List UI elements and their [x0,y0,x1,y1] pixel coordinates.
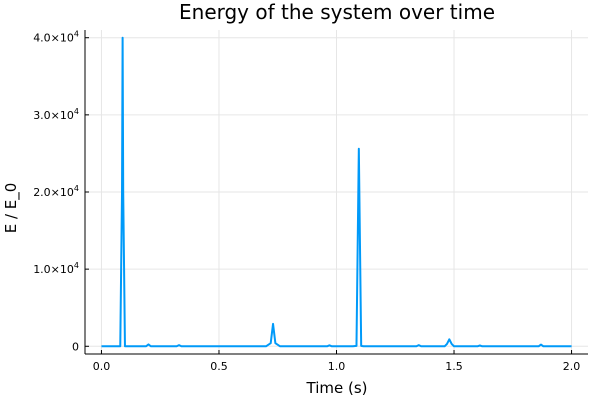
grid-layer [85,30,588,354]
x-tick-label: 2.0 [563,360,581,373]
y-tick-label: 2.0×104 [33,184,79,199]
x-tick-label: 1.0 [328,360,346,373]
y-tick-label: 0 [72,340,79,353]
series-line [101,36,572,348]
y-tick-label: 4.0×104 [33,30,79,45]
y-tick-label: 3.0×104 [33,107,79,122]
y-tick-label: 1.0×104 [33,261,79,276]
x-tick-label: 1.5 [445,360,463,373]
series-layer [101,36,572,348]
ticks-layer: 0.0 0.5 1.0 1.5 2.0 0 1.0×104 2.0×104 3.0×104 4.0… [33,30,580,373]
x-tick-label: 0.5 [210,360,228,373]
x-tick-label: 0.0 [93,360,111,373]
x-axis-label: Time (s) [306,379,368,397]
y-axis-label: E / E_0 [2,183,21,234]
chart-title: Energy of the system over time [179,0,495,24]
